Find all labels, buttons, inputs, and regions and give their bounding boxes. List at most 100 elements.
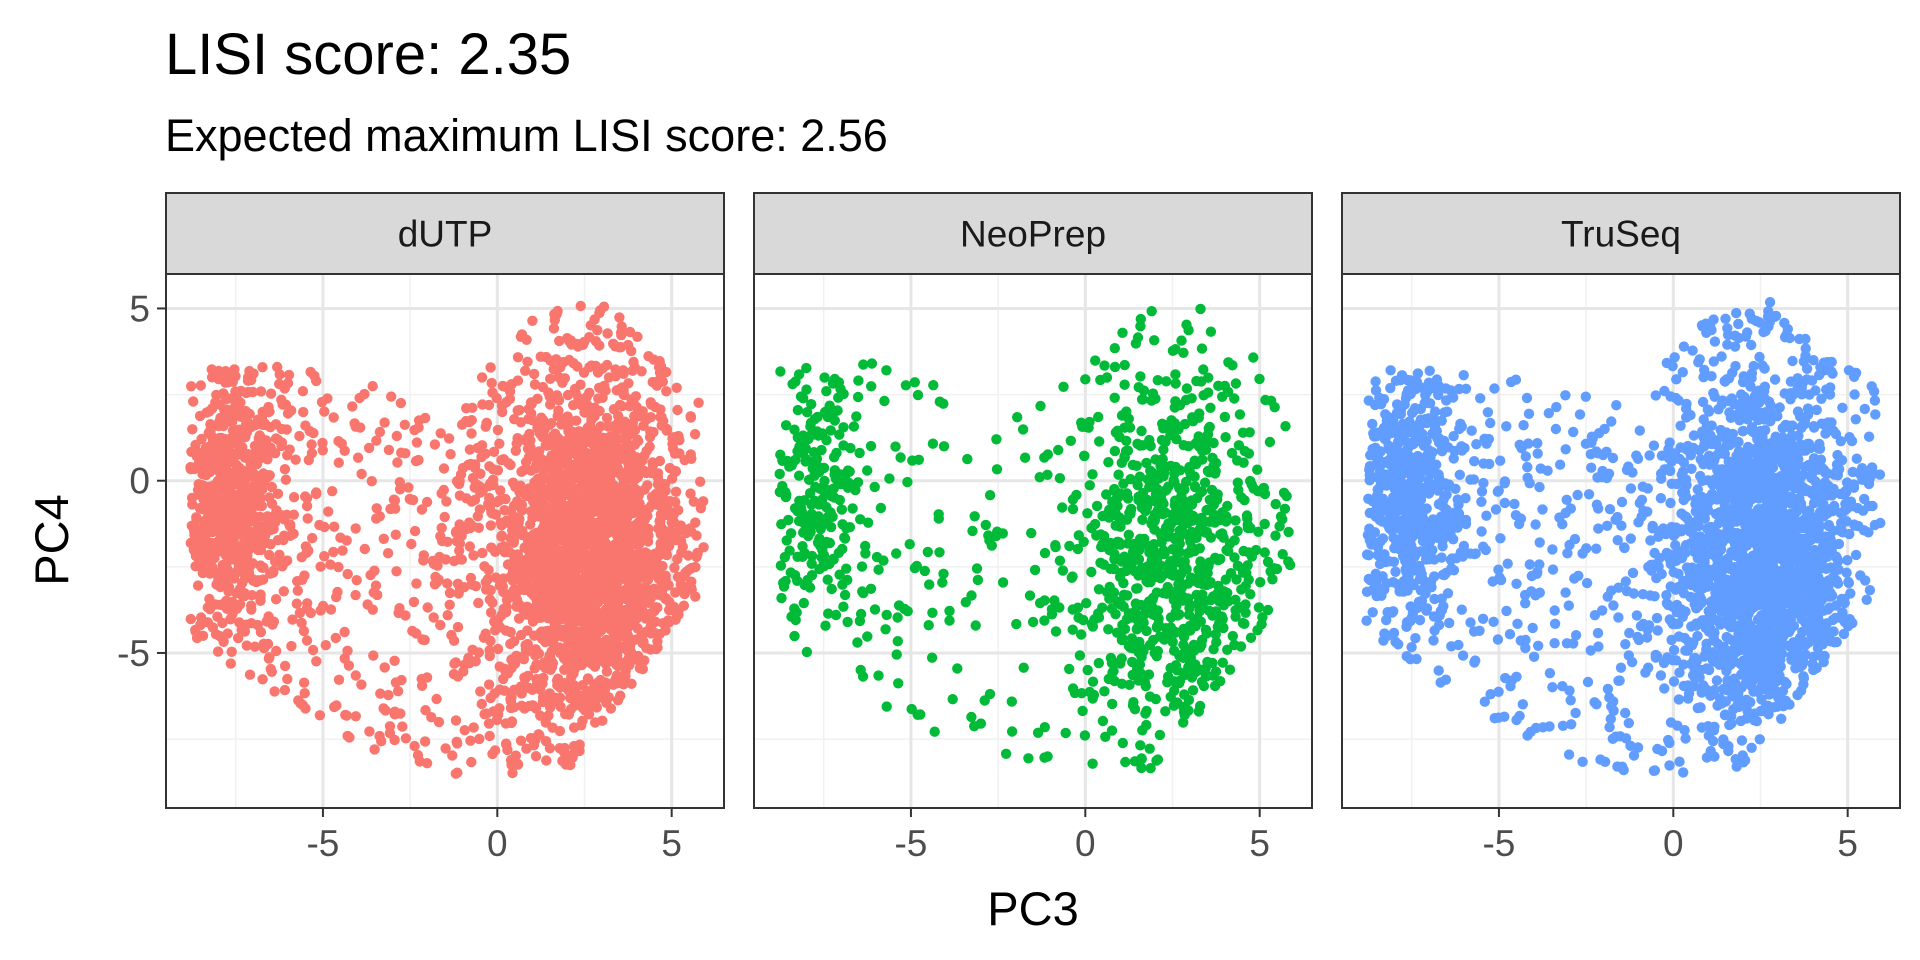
data-point xyxy=(891,548,902,559)
data-point xyxy=(1093,411,1104,423)
data-point xyxy=(865,583,877,594)
data-point xyxy=(372,589,383,601)
chart-title: LISI score: 2.35 xyxy=(165,22,571,87)
data-point xyxy=(299,688,310,699)
data-point xyxy=(899,603,910,615)
data-point xyxy=(266,481,277,493)
data-point xyxy=(895,452,906,463)
data-point xyxy=(1166,415,1177,426)
data-point xyxy=(947,694,958,705)
data-point xyxy=(329,521,340,532)
data-point xyxy=(1023,753,1034,764)
data-point xyxy=(813,430,824,441)
data-point xyxy=(535,351,546,362)
data-point xyxy=(1132,438,1143,449)
data-point xyxy=(1157,418,1168,429)
data-point xyxy=(298,677,310,688)
data-point xyxy=(1125,474,1136,485)
data-point xyxy=(792,404,804,416)
data-point xyxy=(392,457,403,468)
data-point xyxy=(438,463,450,474)
data-point xyxy=(1511,578,1522,589)
data-point xyxy=(952,663,963,674)
data-point xyxy=(1072,543,1084,555)
data-point xyxy=(1124,679,1135,690)
data-point xyxy=(1174,677,1185,689)
data-point xyxy=(1127,459,1139,471)
data-point xyxy=(594,552,605,564)
data-point xyxy=(1196,376,1207,387)
data-point xyxy=(838,388,849,400)
data-point xyxy=(1146,395,1157,406)
data-point xyxy=(1197,525,1209,536)
data-point xyxy=(507,558,519,569)
data-point xyxy=(633,517,644,528)
data-point xyxy=(350,421,361,432)
data-point xyxy=(1144,598,1155,609)
data-point xyxy=(819,372,830,383)
data-point xyxy=(1176,335,1187,346)
data-point xyxy=(844,466,855,477)
data-point xyxy=(828,483,839,494)
data-point xyxy=(1121,514,1133,525)
data-point xyxy=(1178,347,1189,358)
data-point xyxy=(1381,614,1392,626)
data-point xyxy=(1233,440,1245,451)
data-point xyxy=(637,561,648,572)
data-point xyxy=(1254,373,1265,385)
data-point xyxy=(191,514,202,525)
data-point xyxy=(1106,725,1118,736)
data-point xyxy=(235,411,246,422)
data-point xyxy=(618,533,629,545)
data-point xyxy=(685,449,696,460)
data-point xyxy=(689,429,701,440)
data-point xyxy=(1132,479,1143,491)
data-point xyxy=(279,660,291,672)
data-point xyxy=(1039,722,1051,733)
data-point xyxy=(431,577,443,588)
data-point xyxy=(1019,452,1031,463)
data-point xyxy=(444,587,456,599)
data-point xyxy=(591,528,602,539)
data-point xyxy=(1039,752,1050,763)
data-point xyxy=(575,379,586,390)
data-point xyxy=(522,443,534,454)
data-point xyxy=(584,362,595,373)
data-point xyxy=(325,559,336,570)
data-point xyxy=(484,461,495,472)
data-point xyxy=(820,620,831,631)
data-point xyxy=(431,693,442,705)
data-point xyxy=(1205,532,1217,543)
data-point xyxy=(1084,686,1095,698)
data-point xyxy=(830,468,842,480)
data-point xyxy=(842,482,854,493)
data-point xyxy=(944,615,955,626)
data-point xyxy=(492,424,504,436)
data-point xyxy=(383,444,395,456)
data-point xyxy=(1224,664,1236,675)
data-point xyxy=(1090,355,1101,366)
data-point xyxy=(238,545,250,556)
facet-panel-neoprep: NeoPrep-5 0 5 xyxy=(753,192,1313,864)
data-point xyxy=(191,532,203,543)
data-point xyxy=(855,608,867,620)
data-point xyxy=(1115,521,1126,532)
data-point xyxy=(1080,374,1091,385)
data-point xyxy=(1034,472,1045,483)
data-point xyxy=(638,420,649,431)
data-point xyxy=(1475,393,1486,404)
data-point xyxy=(292,585,303,596)
data-point xyxy=(1232,455,1243,466)
data-point xyxy=(1222,500,1233,512)
data-point xyxy=(222,377,234,388)
data-point xyxy=(579,548,591,560)
data-point xyxy=(1186,672,1198,683)
data-point xyxy=(386,391,397,402)
data-point xyxy=(1240,607,1251,618)
data-point xyxy=(545,399,556,410)
data-point xyxy=(207,562,218,573)
data-point xyxy=(1126,559,1137,570)
data-point xyxy=(1119,451,1130,462)
data-point xyxy=(854,447,865,459)
data-point xyxy=(428,612,439,623)
